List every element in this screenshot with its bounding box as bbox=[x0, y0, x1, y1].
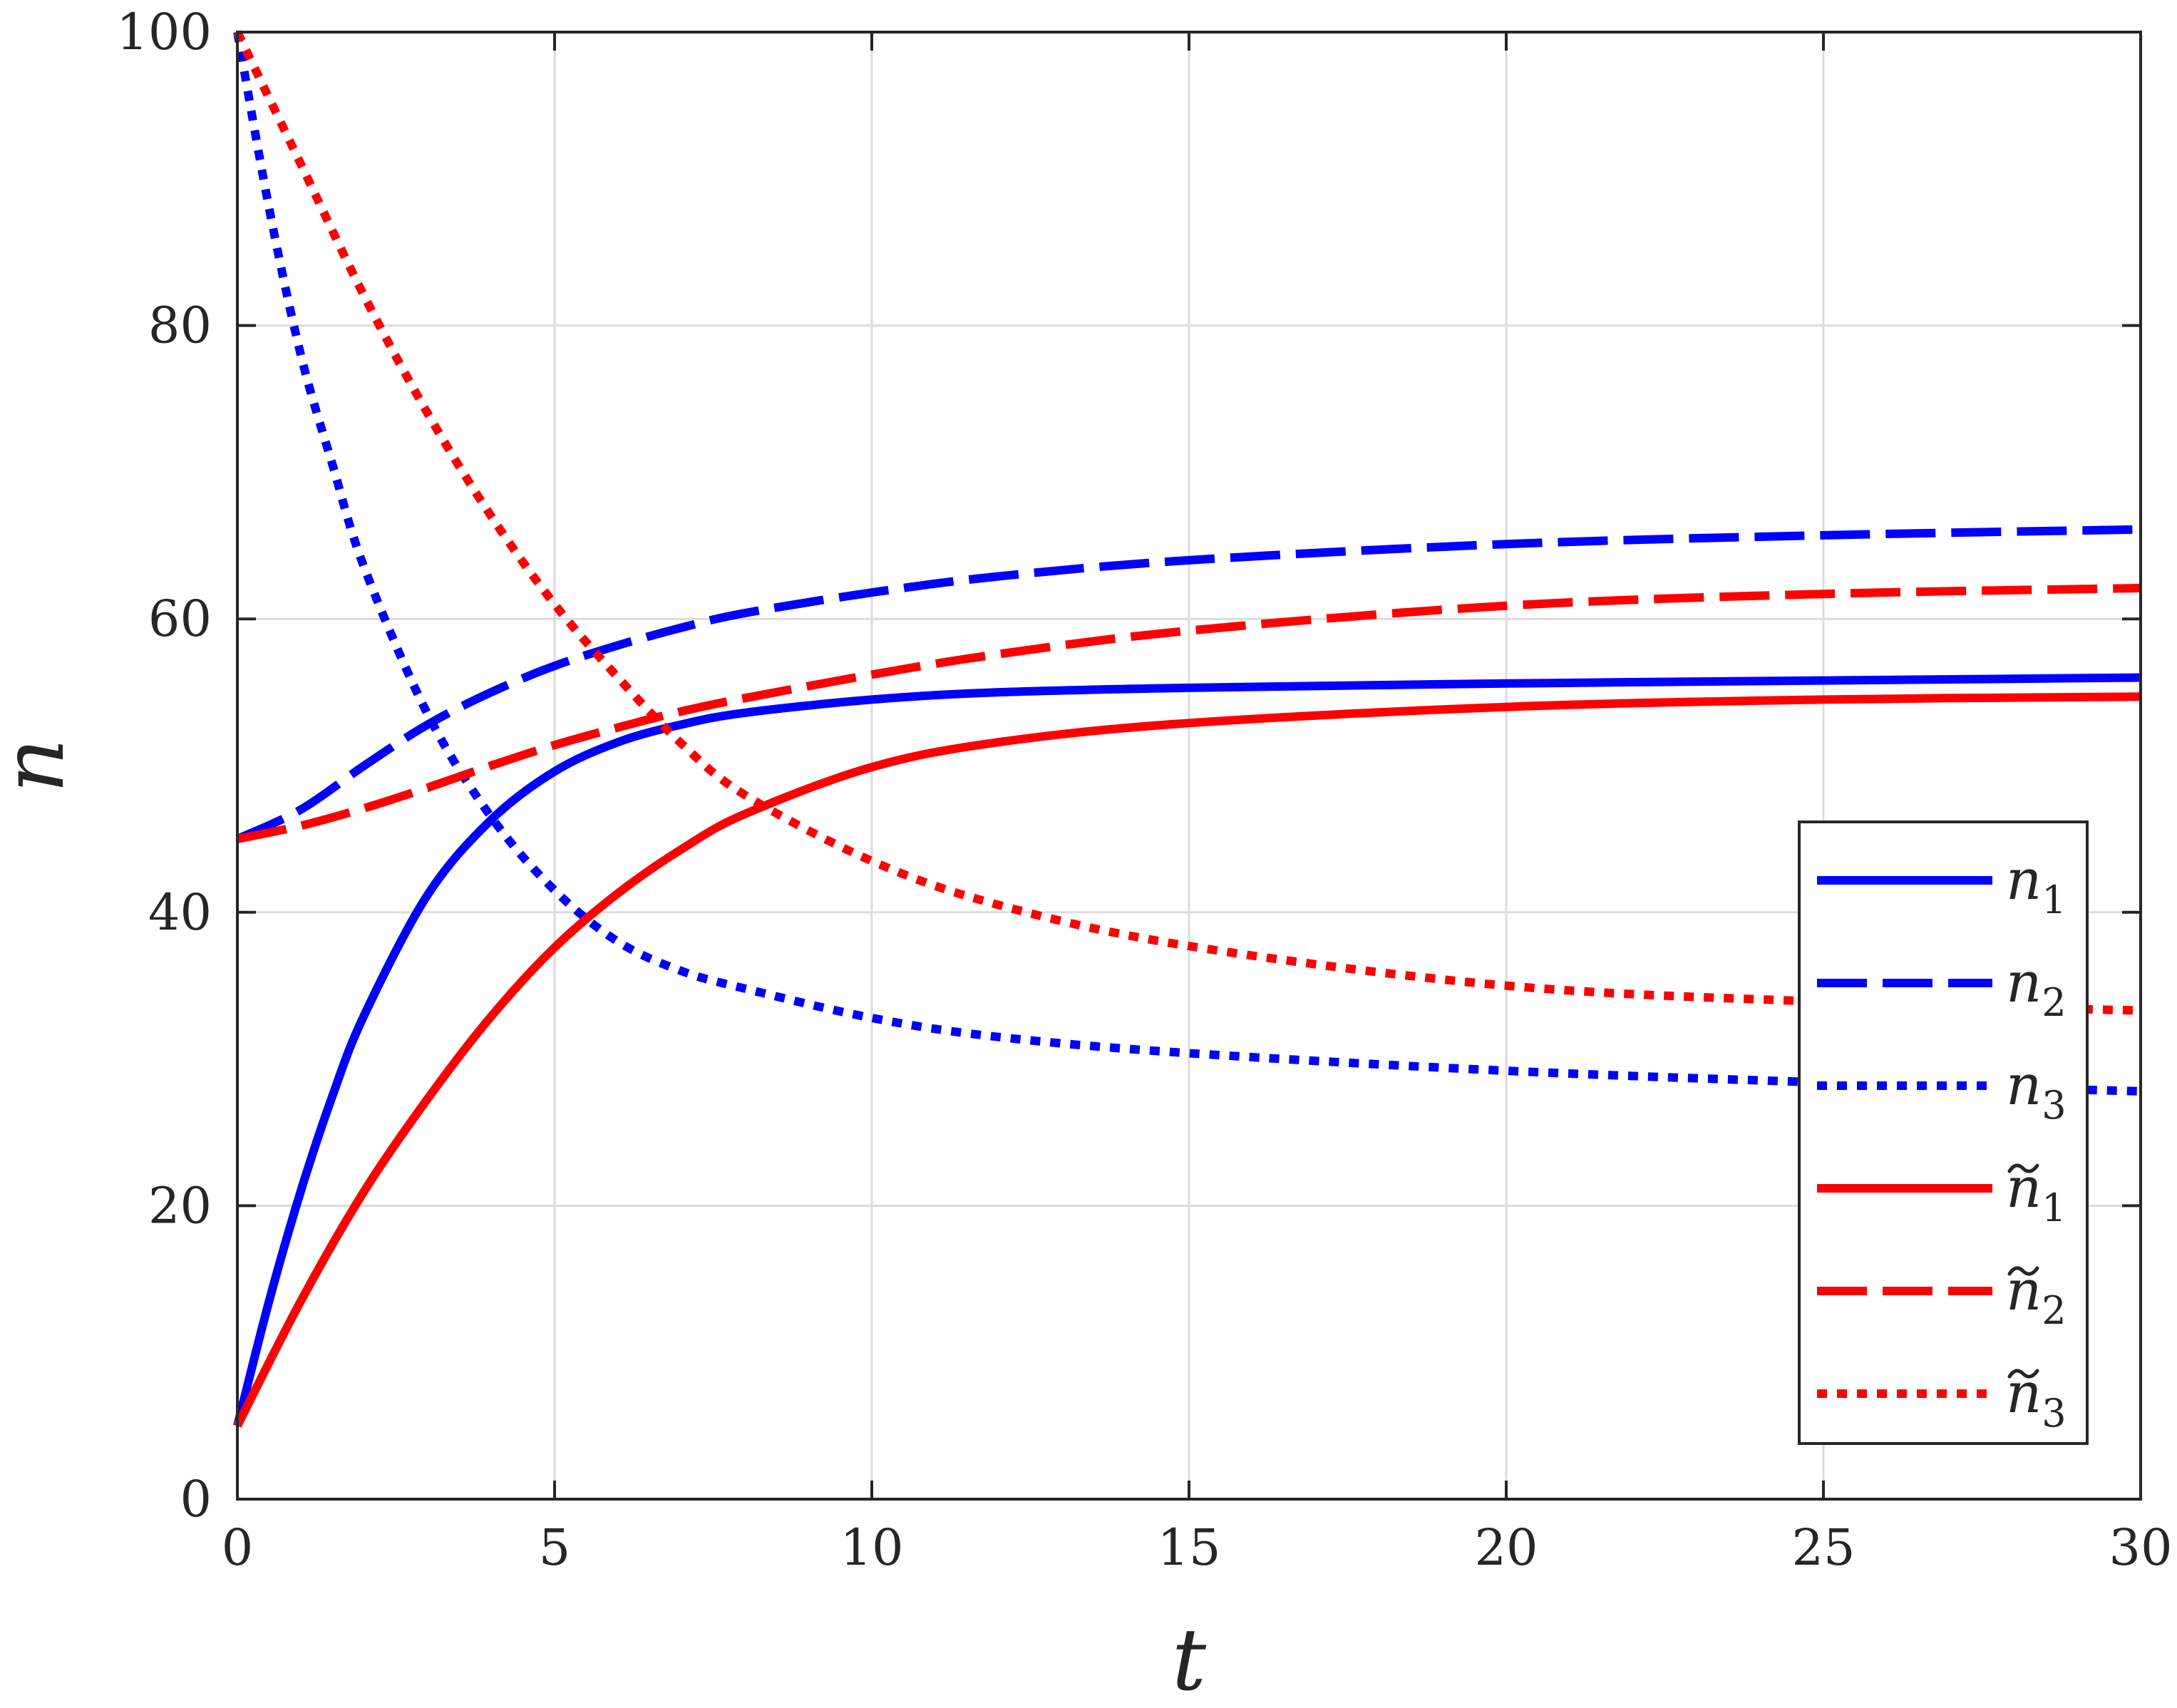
series-line-n3 bbox=[233, 31, 2141, 1096]
x-tick-label: 10 bbox=[840, 1518, 903, 1577]
x-tick-label: 5 bbox=[539, 1518, 571, 1577]
legend-label-main: n bbox=[2006, 848, 2042, 912]
series-line-tilde-n2 bbox=[236, 584, 2141, 843]
series-line-tilde-n3 bbox=[233, 30, 2141, 1015]
legend-label-subscript: 2 bbox=[2042, 1288, 2066, 1333]
series-line-n1 bbox=[233, 673, 2141, 1427]
x-tick-label: 15 bbox=[1157, 1518, 1220, 1577]
legend-box bbox=[1798, 820, 2089, 1445]
tilde-accent bbox=[2007, 1369, 2039, 1379]
y-tick-label: 0 bbox=[180, 1470, 212, 1528]
series-line-tilde-n1 bbox=[233, 692, 2141, 1428]
legend-label-main: n bbox=[2006, 951, 2042, 1015]
y-tick-label: 100 bbox=[116, 3, 212, 61]
y-tick-label: 40 bbox=[148, 883, 212, 942]
x-tick-label: 25 bbox=[1791, 1518, 1855, 1577]
series-line-n2 bbox=[235, 525, 2141, 843]
legend-label-subscript: 1 bbox=[2042, 1185, 2066, 1230]
y-tick-label: 20 bbox=[148, 1176, 212, 1235]
legend-label-subscript: 1 bbox=[2042, 878, 2066, 922]
legend-label-subscript: 3 bbox=[2042, 1083, 2066, 1128]
x-axis-label: t bbox=[1172, 1611, 1207, 1708]
x-tick-label: 30 bbox=[2109, 1518, 2172, 1577]
legend-label: n3 bbox=[2006, 1054, 2067, 1128]
legend-label-main: n bbox=[2006, 1054, 2042, 1118]
tilde-accent bbox=[2007, 1266, 2039, 1276]
legend-label-subscript: 2 bbox=[2042, 980, 2066, 1025]
ticks: 0 5 10 15 20 25 30 0 20 40 60 80 100 bbox=[116, 3, 2172, 1577]
y-axis-label: n bbox=[0, 738, 83, 793]
legend-label-subscript: 3 bbox=[2042, 1391, 2066, 1436]
tilde-accent bbox=[2007, 1163, 2039, 1173]
legend-label: n2 bbox=[2006, 951, 2067, 1025]
series-lines bbox=[233, 30, 2141, 1428]
y-tick-label: 80 bbox=[148, 297, 212, 355]
x-tick-label: 20 bbox=[1474, 1518, 1538, 1577]
legend-label: n1 bbox=[2006, 848, 2067, 922]
y-tick-label: 60 bbox=[148, 590, 212, 648]
x-tick-label: 0 bbox=[222, 1518, 254, 1577]
